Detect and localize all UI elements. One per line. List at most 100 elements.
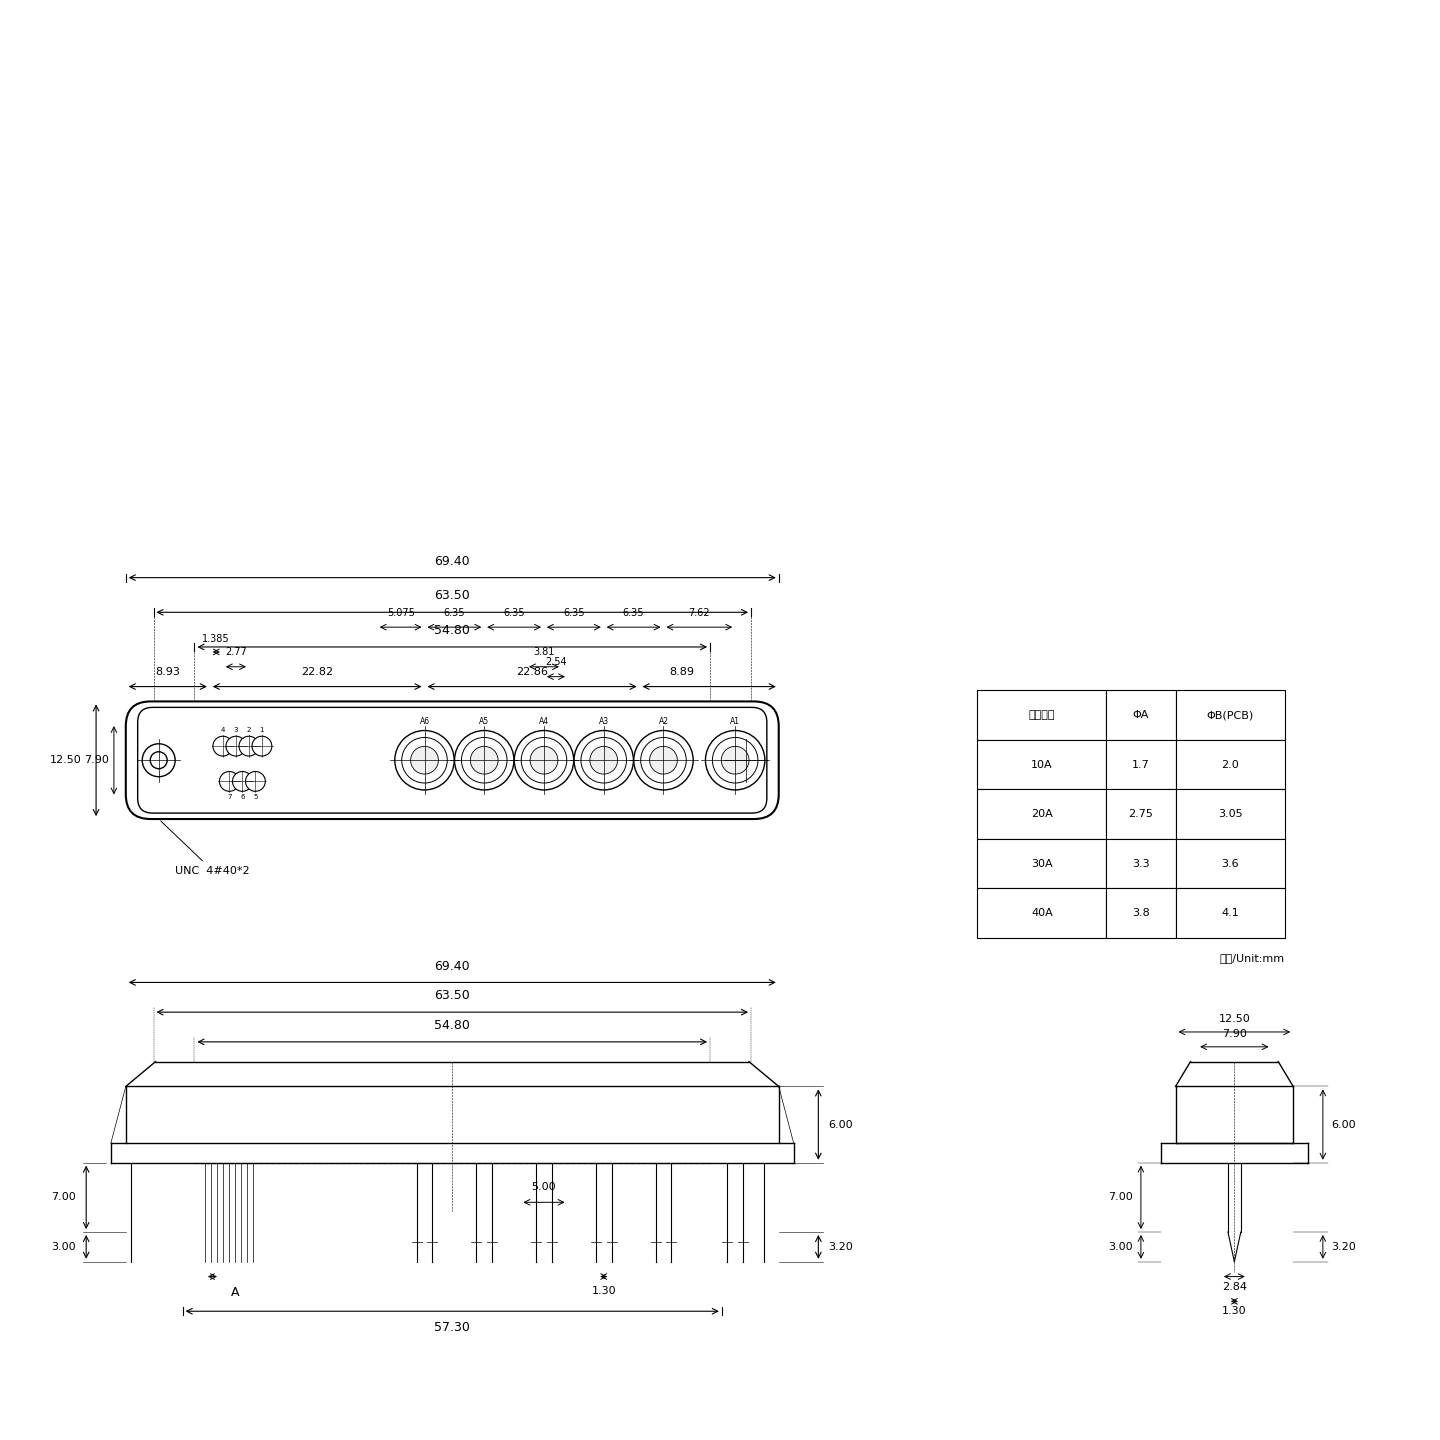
Text: A3: A3 <box>599 717 609 726</box>
Text: 6.00: 6.00 <box>828 1119 852 1129</box>
Text: 6.35: 6.35 <box>444 608 465 618</box>
Text: A2: A2 <box>658 717 668 726</box>
Text: 3.05: 3.05 <box>1218 809 1243 819</box>
Text: 3.3: 3.3 <box>1132 858 1149 868</box>
Circle shape <box>729 744 762 776</box>
Text: 22.86: 22.86 <box>516 667 549 677</box>
Text: 10A: 10A <box>1031 759 1053 769</box>
Text: 额定电流: 额定电流 <box>1028 710 1056 720</box>
Bar <box>1175 690 1284 740</box>
Text: A6: A6 <box>419 717 429 726</box>
Bar <box>1106 740 1175 789</box>
Text: UNC  4#40*2: UNC 4#40*2 <box>161 821 251 876</box>
Circle shape <box>649 746 677 775</box>
Text: 1: 1 <box>259 727 264 733</box>
Text: 22.82: 22.82 <box>301 667 333 677</box>
Circle shape <box>713 737 757 783</box>
Circle shape <box>143 744 176 776</box>
Text: 2.75: 2.75 <box>1129 809 1153 819</box>
Text: 63.50: 63.50 <box>435 589 469 602</box>
Bar <box>978 888 1106 937</box>
Text: ΦA: ΦA <box>1133 710 1149 720</box>
Text: 12.50: 12.50 <box>1218 1014 1250 1024</box>
Circle shape <box>634 730 693 791</box>
Text: 20A: 20A <box>1031 809 1053 819</box>
Text: 3.20: 3.20 <box>828 1241 852 1251</box>
Text: 7.62: 7.62 <box>688 608 710 618</box>
Text: 30A: 30A <box>1031 858 1053 868</box>
Bar <box>978 690 1106 740</box>
Text: 1.385: 1.385 <box>203 634 230 644</box>
Text: 2.54: 2.54 <box>546 657 567 667</box>
Text: A1: A1 <box>730 717 740 726</box>
Text: 57.30: 57.30 <box>435 1320 471 1333</box>
Circle shape <box>213 736 233 756</box>
Circle shape <box>590 746 618 775</box>
FancyBboxPatch shape <box>125 701 779 819</box>
Circle shape <box>245 772 265 792</box>
Text: A4: A4 <box>539 717 549 726</box>
Circle shape <box>226 736 246 756</box>
Text: 4.1: 4.1 <box>1221 909 1238 919</box>
Text: 69.40: 69.40 <box>435 959 469 972</box>
Text: 5.075: 5.075 <box>387 608 415 618</box>
Text: 7.90: 7.90 <box>1223 1030 1247 1038</box>
FancyBboxPatch shape <box>138 707 768 814</box>
Circle shape <box>514 730 573 791</box>
Circle shape <box>721 746 749 775</box>
Text: 7.90: 7.90 <box>84 755 109 765</box>
Text: 5: 5 <box>253 795 258 801</box>
Circle shape <box>737 752 755 769</box>
Text: 3.00: 3.00 <box>1109 1241 1133 1251</box>
Text: 1.7: 1.7 <box>1132 759 1149 769</box>
Circle shape <box>461 737 507 783</box>
Text: A5: A5 <box>480 717 490 726</box>
Circle shape <box>521 737 567 783</box>
Text: 8.89: 8.89 <box>670 667 694 677</box>
Text: 6.35: 6.35 <box>504 608 524 618</box>
Circle shape <box>410 746 438 775</box>
Text: 2: 2 <box>246 727 251 733</box>
Text: 3.6: 3.6 <box>1221 858 1238 868</box>
Bar <box>1175 740 1284 789</box>
Text: 4: 4 <box>220 727 225 733</box>
Text: 6: 6 <box>240 795 245 801</box>
Text: 3: 3 <box>233 727 238 733</box>
Text: 12.50: 12.50 <box>49 755 81 765</box>
Text: 54.80: 54.80 <box>435 624 471 636</box>
Text: 3.8: 3.8 <box>1132 909 1149 919</box>
Bar <box>1106 690 1175 740</box>
Bar <box>1106 789 1175 840</box>
Circle shape <box>219 772 239 792</box>
Circle shape <box>706 730 765 791</box>
Circle shape <box>641 737 687 783</box>
Text: 69.40: 69.40 <box>435 554 469 567</box>
Circle shape <box>239 736 259 756</box>
Text: 3.20: 3.20 <box>1331 1241 1355 1251</box>
Text: 6.00: 6.00 <box>1331 1119 1355 1129</box>
Bar <box>1175 888 1284 937</box>
Text: 54.80: 54.80 <box>435 1020 471 1032</box>
Bar <box>1175 789 1284 840</box>
Text: 3.00: 3.00 <box>52 1241 76 1251</box>
Circle shape <box>150 752 167 769</box>
Bar <box>1106 840 1175 888</box>
Bar <box>978 740 1106 789</box>
Text: 40A: 40A <box>1031 909 1053 919</box>
Bar <box>978 840 1106 888</box>
Bar <box>1106 888 1175 937</box>
Text: 6.35: 6.35 <box>563 608 585 618</box>
Text: 2.0: 2.0 <box>1221 759 1238 769</box>
Circle shape <box>580 737 626 783</box>
Text: 63.50: 63.50 <box>435 989 469 1002</box>
Text: 1.30: 1.30 <box>592 1286 616 1296</box>
Circle shape <box>402 737 448 783</box>
Text: 单位/Unit:mm: 单位/Unit:mm <box>1220 953 1284 963</box>
Circle shape <box>575 730 634 791</box>
Text: 7.00: 7.00 <box>52 1192 76 1202</box>
Bar <box>1175 840 1284 888</box>
Circle shape <box>455 730 514 791</box>
Text: 1.30: 1.30 <box>1223 1306 1247 1316</box>
Circle shape <box>232 772 252 792</box>
Circle shape <box>530 746 557 775</box>
